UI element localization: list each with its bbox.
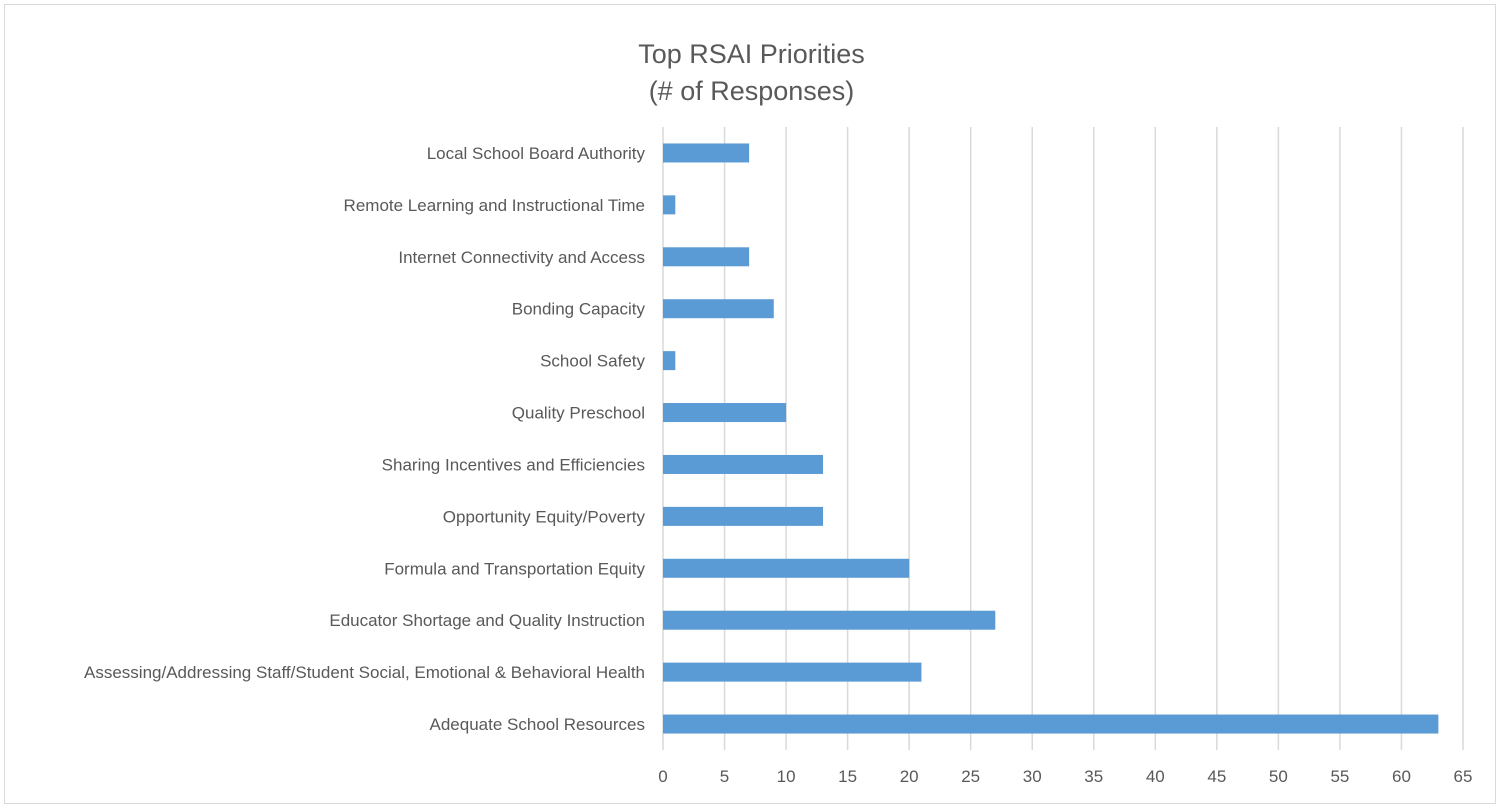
bar (663, 247, 750, 267)
x-tick-label: 30 (1023, 767, 1042, 786)
x-tick-label: 20 (900, 767, 919, 786)
x-tick-label: 45 (1207, 767, 1226, 786)
category-label: Local School Board Authority (427, 144, 646, 163)
bar (663, 403, 787, 423)
x-tick-label: 5 (720, 767, 729, 786)
bar (663, 610, 996, 630)
category-label: Formula and Transportation Equity (384, 559, 645, 578)
x-tick-label: 10 (777, 767, 796, 786)
bar (663, 351, 676, 371)
chart-title-line: Top RSAI Priorities (638, 39, 865, 69)
bar (663, 143, 750, 163)
category-label: Remote Learning and Instructional Time (344, 196, 645, 215)
category-labels: Local School Board Authority Remote Learn… (84, 144, 645, 734)
x-tick-label: 25 (961, 767, 980, 786)
category-label: Bonding Capacity (512, 300, 646, 319)
category-label: Adequate School Resources (430, 715, 645, 734)
category-label: Assessing/Addressing Staff/Student Socia… (84, 663, 645, 682)
category-label: Opportunity Equity/Poverty (443, 507, 646, 526)
chart-subtitle-line: (# of Responses) (648, 76, 855, 106)
bar (663, 558, 910, 578)
category-label: Internet Connectivity and Access (398, 248, 645, 267)
bar (663, 714, 1439, 734)
x-tick-label: 40 (1146, 767, 1165, 786)
x-tick-label: 0 (658, 767, 667, 786)
bars (663, 143, 1439, 734)
tick-labels: 0 5 10 15 20 25 30 35 40 45 50 55 60 65 (658, 767, 1472, 786)
x-tick-label: 35 (1084, 767, 1103, 786)
category-label: School Safety (540, 352, 645, 371)
category-label: Sharing Incentives and Efficiencies (382, 455, 645, 474)
chart-title: Top RSAI Priorities (# of Responses) (0, 36, 1503, 110)
gridlines (662, 127, 1464, 750)
bar (663, 662, 922, 682)
bar (663, 454, 823, 474)
x-tick-label: 55 (1330, 767, 1349, 786)
x-tick-label: 15 (838, 767, 857, 786)
x-tick-label: 50 (1269, 767, 1288, 786)
category-label: Educator Shortage and Quality Instructio… (329, 611, 645, 630)
bar (663, 299, 774, 319)
x-tick-label: 65 (1454, 767, 1473, 786)
bar (663, 506, 823, 526)
category-label: Quality Preschool (512, 404, 645, 423)
x-tick-label: 60 (1392, 767, 1411, 786)
bar (663, 195, 676, 215)
